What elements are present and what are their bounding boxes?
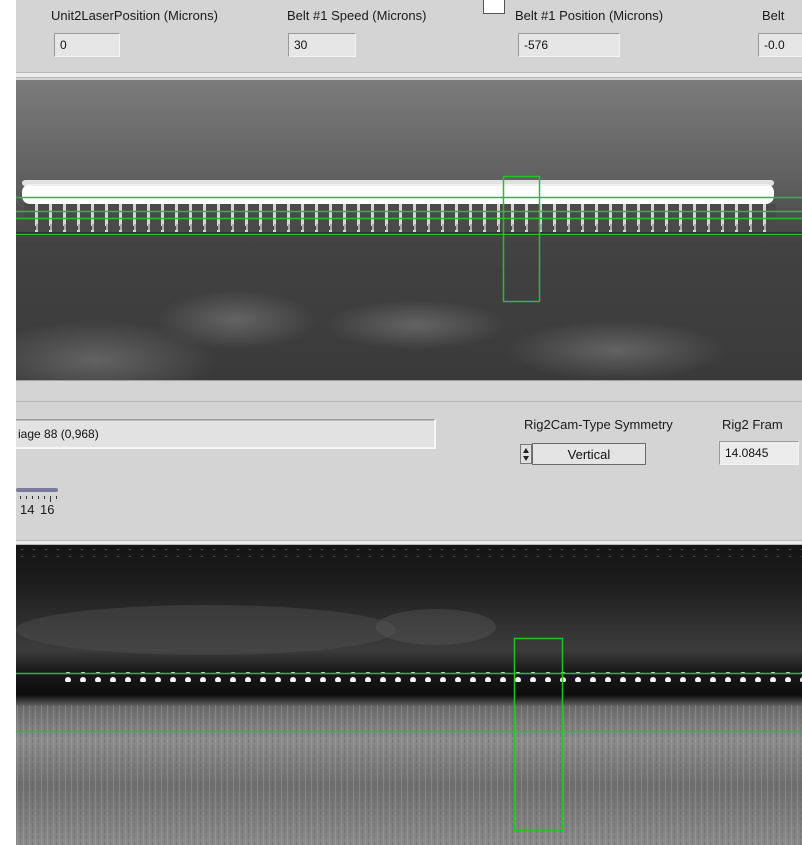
- camera-image-top[interactable]: [16, 80, 802, 380]
- boolean-indicator[interactable]: [483, 0, 505, 14]
- symmetry-label: Rig2Cam-Type Symmetry: [524, 417, 673, 432]
- control-strip: iage 88 (0,968) Rig2Cam-Type Symmetry Ve…: [16, 405, 802, 540]
- scale-label-left: 14: [20, 502, 35, 517]
- camera-image-bottom[interactable]: [16, 545, 802, 845]
- belt-partial-label: Belt: [762, 8, 785, 23]
- belt1-position-indicator: -576: [518, 33, 620, 57]
- belt1-speed-indicator: 30: [288, 33, 356, 57]
- unit2-laser-position-indicator: 0: [54, 33, 120, 57]
- indicator-bar: Unit2LaserPosition (Microns) 0 Belt #1 S…: [16, 0, 802, 72]
- slider-scale: [16, 496, 60, 502]
- slider-track[interactable]: [16, 488, 58, 492]
- image-path-indicator: iage 88 (0,968): [16, 419, 436, 449]
- front-panel: Unit2LaserPosition (Microns) 0 Belt #1 S…: [16, 0, 802, 845]
- belt1-speed-label: Belt #1 Speed (Microns): [287, 8, 427, 23]
- up-down-arrow-icon[interactable]: [520, 444, 532, 464]
- belt-partial-indicator: -0.0: [758, 33, 802, 57]
- symmetry-ring-control[interactable]: Vertical: [520, 443, 646, 465]
- divider: [16, 380, 802, 402]
- scale-label-right: 16: [40, 502, 55, 517]
- divider: [16, 540, 802, 545]
- frame-rate-label: Rig2 Fram: [722, 417, 783, 432]
- symmetry-value[interactable]: Vertical: [532, 443, 646, 465]
- divider: [16, 72, 802, 78]
- frame-rate-indicator: 14.0845: [719, 441, 799, 465]
- belt1-position-label: Belt #1 Position (Microns): [515, 8, 664, 23]
- unit2-laser-position-label: Unit2LaserPosition (Microns): [51, 8, 218, 23]
